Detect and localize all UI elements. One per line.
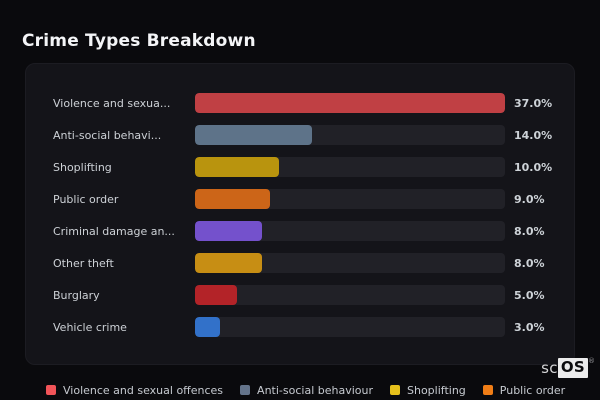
bar-row: Anti-social behavi... 14.0% — [53, 125, 552, 145]
bar-track — [195, 189, 505, 209]
bar-segment[interactable] — [195, 221, 263, 241]
bar-segment[interactable] — [195, 253, 263, 273]
legend-item[interactable]: Shoplifting — [390, 384, 466, 397]
bar-segment[interactable] — [195, 285, 237, 305]
bar-row: Shoplifting 10.0% — [53, 157, 552, 177]
bar-value-label: 8.0% — [514, 256, 545, 270]
bar-value-label: 14.0% — [514, 128, 553, 142]
bar-row: Criminal damage an... 8.0% — [53, 221, 547, 241]
bar-category-label: Public order — [53, 192, 119, 206]
chart-legend: Violence and sexual offences Anti-social … — [46, 382, 600, 398]
bar-track — [195, 317, 505, 337]
bar-value-label: 10.0% — [514, 160, 553, 174]
bar-segment[interactable] — [195, 157, 279, 177]
bar-segment[interactable] — [195, 189, 271, 209]
legend-swatch-icon — [390, 385, 400, 395]
bar-value-label: 5.0% — [514, 288, 545, 302]
bar-category-label: Criminal damage an... — [53, 224, 175, 238]
bar-category-label: Burglary — [53, 288, 100, 302]
legend-item[interactable]: Violence and sexual offences — [46, 384, 223, 397]
brand-prefix: sc — [541, 359, 558, 377]
legend-item[interactable]: Anti-social behaviour — [240, 384, 373, 397]
bar-track — [195, 221, 505, 241]
bar-value-label: 9.0% — [514, 192, 545, 206]
bar-value-label: 37.0% — [514, 96, 553, 110]
bar-value-label: 3.0% — [514, 320, 545, 334]
registered-trademark-icon: ® — [588, 357, 595, 365]
legend-swatch-icon — [240, 385, 251, 395]
bar-row: Burglary 5.0% — [53, 285, 547, 305]
bar-row: Vehicle crime 3.0% — [53, 317, 547, 337]
legend-swatch-icon — [482, 385, 493, 395]
legend-label: Anti-social behaviour — [257, 383, 373, 397]
legend-label: Public order — [499, 383, 566, 397]
bar-segment[interactable] — [195, 93, 505, 113]
bar-row: Other theft 8.0% — [53, 253, 547, 273]
legend-label: Violence and sexual offences — [63, 383, 224, 397]
scos-logo: sc OS ® — [541, 356, 595, 380]
bar-row: Violence and sexua... 37.0% — [53, 93, 552, 113]
legend-swatch-icon — [46, 385, 56, 395]
brand-suffix: OS — [557, 358, 588, 378]
bar-track — [195, 253, 505, 273]
legend-label: Shoplifting — [407, 383, 466, 397]
bar-category-label: Vehicle crime — [53, 320, 127, 334]
bar-category-label: Other theft — [53, 256, 114, 270]
bar-rows: Violence and sexua... 37.0% Anti-social be… — [53, 93, 552, 337]
bar-track — [195, 125, 505, 145]
legend-item[interactable]: Public order — [482, 383, 566, 397]
bar-value-label: 8.0% — [514, 224, 545, 238]
bar-row: Public order 9.0% — [53, 189, 547, 209]
bar-segment[interactable] — [195, 125, 313, 145]
chart-panel: Violence and sexua... 37.0% Anti-social be… — [25, 63, 575, 365]
bar-category-label: Shoplifting — [53, 160, 112, 174]
bar-category-label: Anti-social behavi... — [53, 128, 162, 142]
bar-track — [195, 157, 505, 177]
bar-category-label: Violence and sexua... — [53, 96, 171, 110]
bar-track — [195, 285, 505, 305]
bar-track — [195, 93, 505, 113]
page-title: Crime Types Breakdown — [22, 31, 256, 52]
bar-segment[interactable] — [195, 317, 221, 337]
